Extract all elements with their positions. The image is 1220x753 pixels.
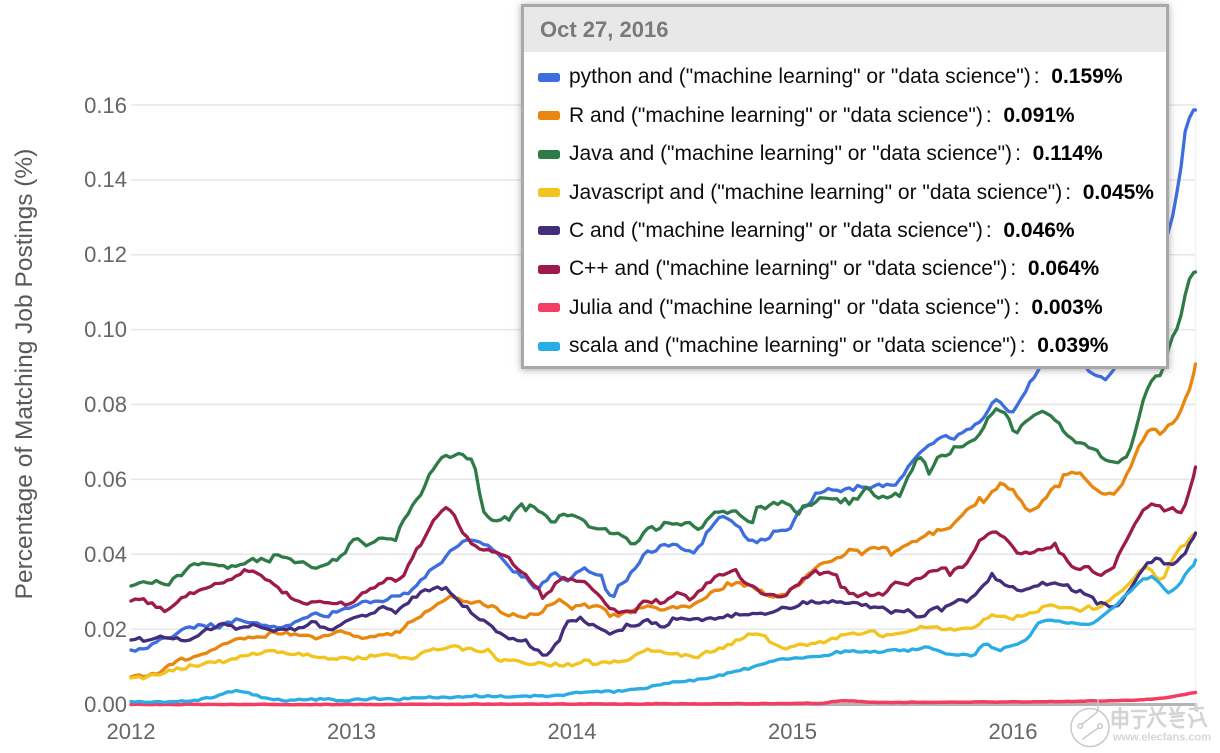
svg-text:www.elecfans.com: www.elecfans.com [1112,732,1211,744]
